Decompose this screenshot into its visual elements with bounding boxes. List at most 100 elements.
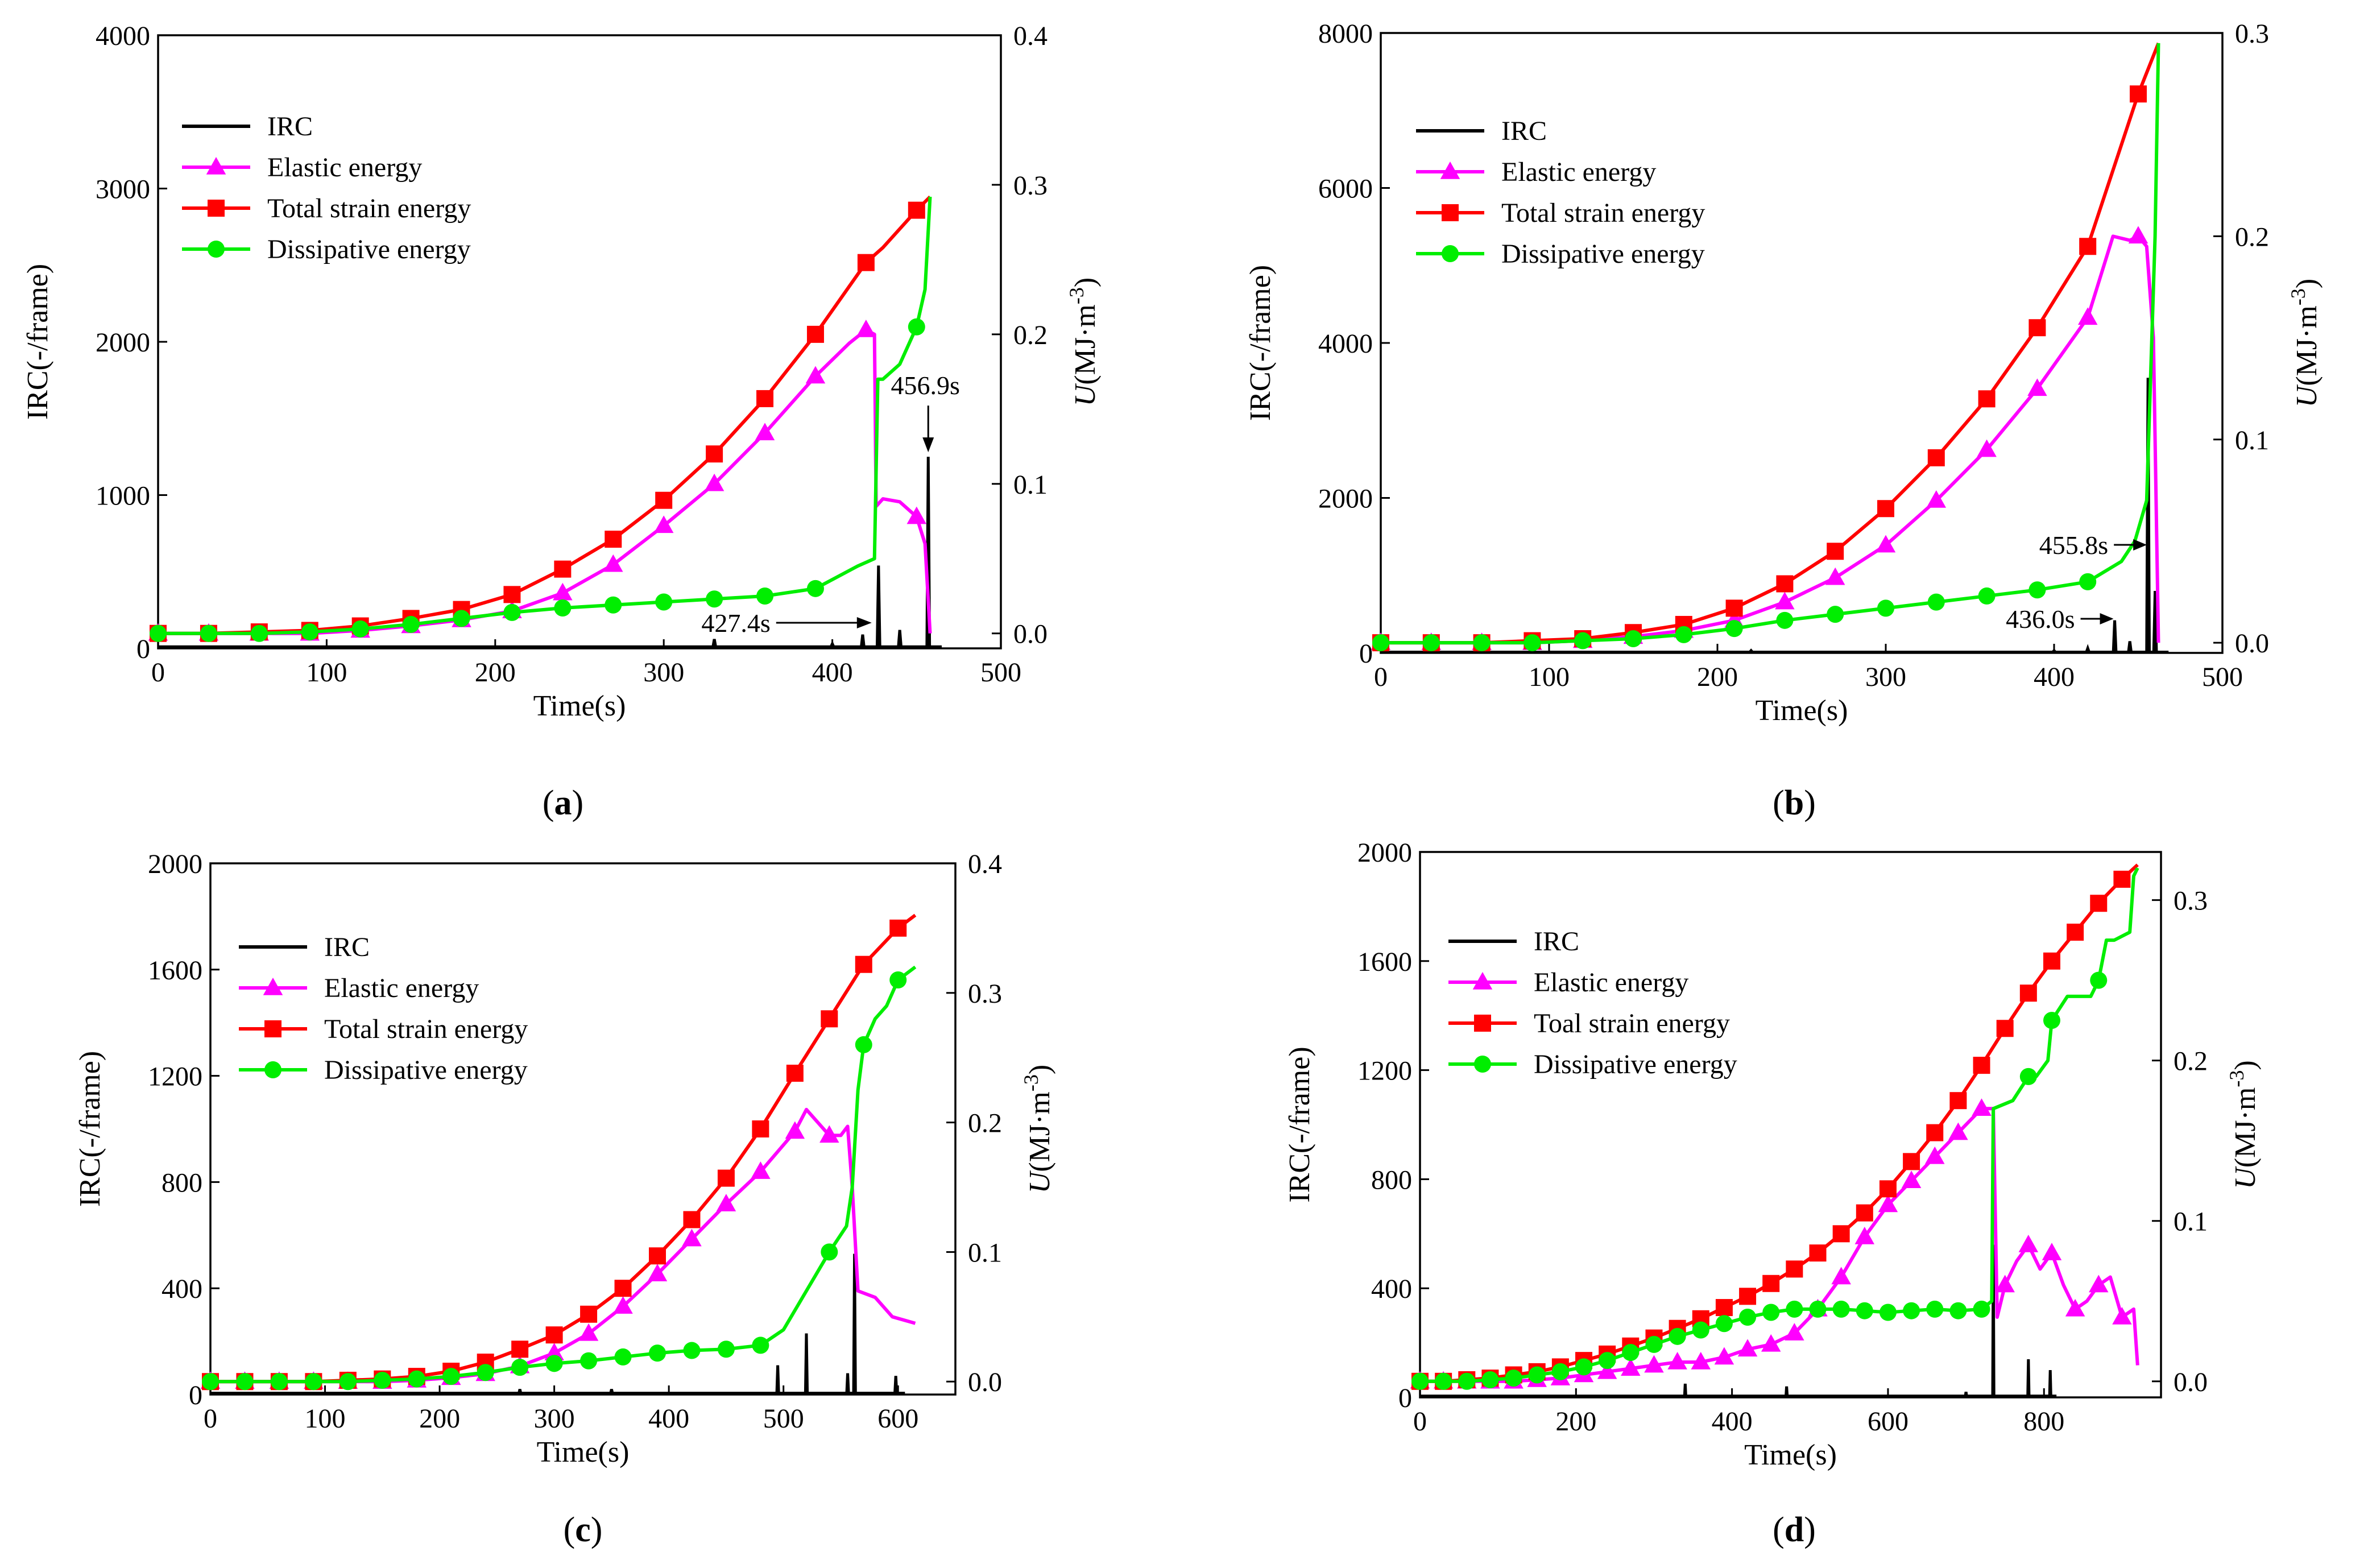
data-point-marker bbox=[2090, 895, 2108, 912]
y-tick-label: 8000 bbox=[1318, 19, 1373, 49]
data-point-marker bbox=[1411, 1372, 1429, 1390]
y2-tick-label: 0.3 bbox=[1013, 171, 1048, 201]
x-axis-label: Time(s) bbox=[533, 690, 626, 722]
data-point-marker bbox=[1715, 1299, 1733, 1317]
data-point-marker bbox=[1973, 1300, 1990, 1318]
data-point-marker bbox=[683, 1211, 701, 1228]
data-point-marker bbox=[1831, 1267, 1851, 1285]
data-point-marker bbox=[2019, 984, 2037, 1002]
data-point-marker bbox=[2043, 1012, 2060, 1029]
panel-caption-open: ( bbox=[564, 1511, 576, 1549]
data-point-marker bbox=[821, 1010, 838, 1028]
legend-label: IRC bbox=[1501, 116, 1547, 146]
y-tick-label: 1600 bbox=[148, 955, 202, 986]
y-tick-label: 1600 bbox=[1357, 947, 1412, 977]
y-tick-label: 800 bbox=[1371, 1165, 1412, 1195]
series-line-elastic-energy bbox=[1381, 234, 2160, 645]
x-tick-label: 400 bbox=[648, 1404, 689, 1434]
data-point-marker bbox=[751, 1161, 771, 1179]
data-point-marker bbox=[614, 1348, 632, 1366]
annotation-label: 456.9s bbox=[891, 371, 960, 400]
legend-label: Dissipative energy bbox=[1534, 1049, 1737, 1079]
y-axis-label: IRC(-/frame) bbox=[74, 1051, 106, 1207]
data-point-marker bbox=[603, 554, 623, 572]
data-point-marker bbox=[1978, 390, 1996, 408]
data-point-marker bbox=[2113, 870, 2131, 888]
data-point-marker bbox=[717, 1341, 735, 1358]
data-point-marker bbox=[1528, 1366, 1546, 1384]
series-line-dissipative-energy bbox=[1420, 867, 2139, 1383]
data-point-marker bbox=[755, 423, 775, 441]
data-point-marker bbox=[1458, 1372, 1476, 1390]
y2-label-unit: (MJ·m bbox=[1024, 1091, 1056, 1172]
data-point-marker bbox=[821, 1243, 838, 1261]
data-point-marker bbox=[614, 1280, 632, 1297]
data-point-marker bbox=[1948, 1122, 1968, 1140]
x-tick-label: 200 bbox=[475, 657, 516, 688]
y-tick-label: 1200 bbox=[1357, 1056, 1412, 1086]
panel-caption-close: ) bbox=[591, 1511, 603, 1549]
y2-tick-label: 0.1 bbox=[968, 1238, 1002, 1268]
data-point-marker bbox=[1827, 543, 1844, 560]
y-tick-label: 0 bbox=[136, 634, 150, 664]
y-axis-label: IRC(-/frame) bbox=[1244, 265, 1277, 421]
data-point-marker bbox=[1692, 1321, 1709, 1339]
data-point-marker bbox=[511, 1341, 529, 1358]
data-point-marker bbox=[908, 318, 925, 336]
y2-label-close: ) bbox=[2291, 279, 2323, 288]
data-point-marker bbox=[1625, 630, 1642, 647]
annotation-arrowhead bbox=[2100, 613, 2114, 624]
legend-marker bbox=[206, 157, 226, 175]
panel-caption-close: ) bbox=[1804, 784, 1816, 822]
series-line-irc bbox=[158, 457, 942, 648]
data-point-marker bbox=[270, 1373, 288, 1391]
data-point-marker bbox=[1856, 1204, 1873, 1222]
data-point-marker bbox=[1949, 1092, 1967, 1110]
legend-label: Total strain energy bbox=[1501, 198, 1705, 228]
data-point-marker bbox=[545, 1326, 563, 1344]
data-point-marker bbox=[1977, 439, 1997, 457]
data-point-marker bbox=[2018, 1235, 2039, 1252]
data-point-marker bbox=[1903, 1153, 1920, 1170]
x-tick-label: 400 bbox=[2034, 662, 2075, 692]
data-point-marker bbox=[605, 596, 622, 614]
x-tick-label: 300 bbox=[534, 1404, 575, 1434]
data-point-marker bbox=[1739, 1288, 1757, 1305]
data-point-marker bbox=[819, 1125, 839, 1143]
data-point-marker bbox=[889, 919, 907, 937]
panel-caption: (c) bbox=[564, 1511, 603, 1549]
panel-caption-letter: d bbox=[1785, 1511, 1804, 1549]
y2-label-close: ) bbox=[1069, 278, 1102, 287]
data-point-marker bbox=[706, 590, 723, 608]
legend-marker bbox=[264, 1020, 281, 1037]
data-point-marker bbox=[856, 319, 876, 337]
data-point-marker bbox=[613, 1296, 633, 1314]
data-point-marker bbox=[1879, 1304, 1897, 1321]
data-point-marker bbox=[1927, 449, 1945, 466]
data-point-marker bbox=[580, 1305, 598, 1323]
data-point-marker bbox=[682, 1228, 702, 1247]
y-tick-label: 3000 bbox=[96, 175, 150, 205]
y2-tick-label: 0.2 bbox=[968, 1108, 1002, 1139]
data-point-marker bbox=[706, 445, 723, 463]
panel-caption-open: ( bbox=[1773, 1511, 1785, 1549]
y-tick-label: 2000 bbox=[1357, 838, 1412, 868]
y-axis-label: IRC(-/frame) bbox=[1284, 1046, 1316, 1202]
y2-tick-label: 0.0 bbox=[1013, 619, 1048, 649]
data-point-marker bbox=[889, 971, 907, 989]
y2-tick-label: 0.2 bbox=[2174, 1046, 2208, 1077]
data-point-marker bbox=[236, 1373, 254, 1391]
series-line-dissipative-energy bbox=[210, 965, 917, 1384]
data-point-marker bbox=[1877, 599, 1894, 617]
legend-label: Elastic energy bbox=[267, 152, 422, 183]
data-point-marker bbox=[545, 1355, 563, 1372]
data-point-marker bbox=[1854, 1226, 1875, 1244]
data-point-marker bbox=[250, 624, 268, 642]
data-point-marker bbox=[1675, 626, 1692, 643]
data-point-marker bbox=[752, 1337, 769, 1354]
legend-marker bbox=[208, 241, 225, 258]
legend-label: Total strain energy bbox=[324, 1014, 528, 1044]
data-point-marker bbox=[1691, 1351, 1711, 1370]
data-point-marker bbox=[580, 1352, 598, 1370]
data-point-marker bbox=[1995, 1275, 2015, 1293]
